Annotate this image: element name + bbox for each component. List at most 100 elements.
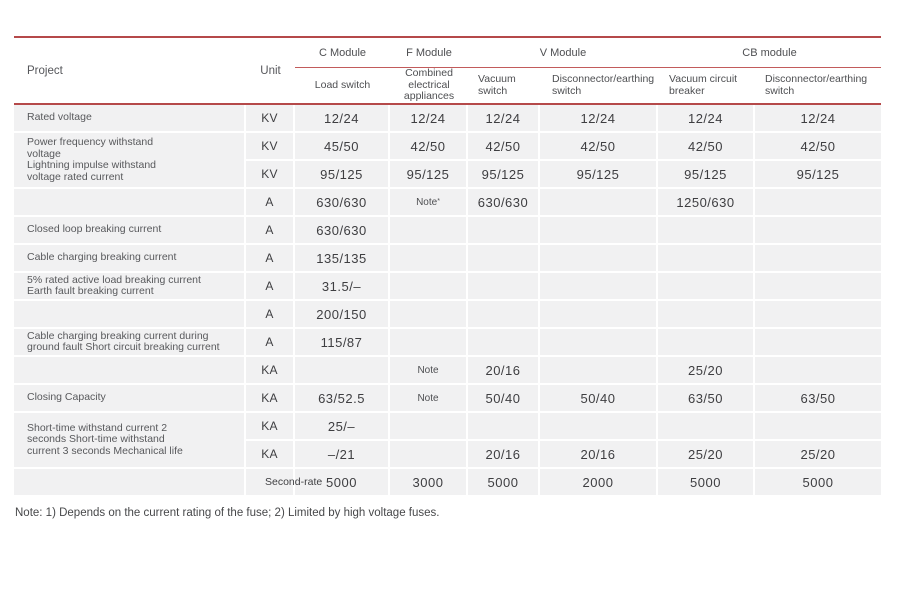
value-cell: 95/125 [390,161,466,187]
col-header-combined-electrical-appliances: Combined electrical appliances [403,67,455,103]
value-cell: 42/50 [755,133,881,159]
value-cell: 42/50 [468,133,538,159]
row-label: Closed loop breaking current [14,217,244,243]
value-cell [755,273,881,299]
row-label: Cable charging breaking current during g… [14,329,244,355]
value-cell: 25/20 [755,441,881,467]
unit-cell: A [246,273,293,299]
value-cell: 25/– [295,413,388,439]
value-cell: 42/50 [540,133,656,159]
value-cell [658,301,753,327]
value-cell: 95/125 [658,161,753,187]
value-cell: 45/50 [295,133,388,159]
value-cell [755,245,881,271]
unit-cell: A [246,329,293,355]
page: { "colors": { "rule_red": "#b5494a", "ru… [0,36,897,605]
unit-cell: KA [246,441,293,467]
col-group-f-module: F Module [406,46,452,59]
value-cell: 12/24 [658,105,753,131]
unit-cell: A [246,189,293,215]
row-label [14,469,244,495]
col-header-vacuum-switch: Vacuum switch [478,73,516,97]
value-cell: 50/40 [468,385,538,411]
value-cell: 95/125 [468,161,538,187]
value-cell [468,273,538,299]
col-header-project: Project [27,64,63,77]
value-cell [540,301,656,327]
value-cell [540,217,656,243]
value-cell [540,273,656,299]
value-cell: 31.5/– [295,273,388,299]
row-label: Rated voltage [14,105,244,131]
row-label: Short-time withstand current 2 seconds S… [14,413,244,467]
value-cell: 5000 [295,469,388,495]
value-cell: 63/50 [658,385,753,411]
spec-table: Project Unit C Module F Module V Module … [14,36,881,519]
value-cell: 95/125 [755,161,881,187]
unit-cell: KV [246,105,293,131]
value-cell: 12/24 [755,105,881,131]
unit-cell: KA [246,357,293,383]
value-cell: Note [390,357,466,383]
value-cell [540,413,656,439]
header-bottom-rule [14,103,881,105]
col-header-vacuum-circuit-breaker: Vacuum circuit breaker [669,73,738,97]
value-cell: Note [390,385,466,411]
col-header-cb-disconnector-earthing-switch: Disconnector/earthing switch [765,73,868,97]
value-cell: 5000 [468,469,538,495]
value-cell [755,217,881,243]
footnote: Note: 1) Depends on the current rating o… [15,507,440,519]
value-cell: 1250/630 [658,189,753,215]
value-cell [755,301,881,327]
value-cell: 630/630 [468,189,538,215]
row-label: 5% rated active load breaking current Ea… [14,273,244,299]
unit-cell: KV [246,161,293,187]
value-cell: –/21 [295,441,388,467]
value-cell: 630/630 [295,189,388,215]
unit-cell: KV [246,133,293,159]
value-cell: 5000 [755,469,881,495]
value-cell [755,413,881,439]
value-cell: 25/20 [658,357,753,383]
row-label [14,301,244,327]
unit-cell: KA [246,413,293,439]
value-cell [540,329,656,355]
value-cell: Note * [390,189,466,215]
table-top-rule [14,36,881,38]
module-group-row: C Module F Module V Module CB module [295,38,881,68]
value-cell [390,441,466,467]
value-cell [755,357,881,383]
value-cell [468,329,538,355]
unit-cell: A [246,217,293,243]
value-cell: 63/52.5 [295,385,388,411]
value-cell [390,301,466,327]
value-cell: 3000 [390,469,466,495]
col-group-v-module: V Module [539,46,587,59]
value-cell: 12/24 [390,105,466,131]
unit-cell: Second-rate [246,469,322,495]
unit-cell: KA [246,385,293,411]
unit-cell: A [246,301,293,327]
value-cell [390,245,466,271]
col-header-load-switch: Load switch [314,78,371,91]
value-cell [390,329,466,355]
value-cell: 25/20 [658,441,753,467]
value-cell: 200/150 [295,301,388,327]
col-group-cb-module: CB module [742,46,797,59]
value-cell: 42/50 [390,133,466,159]
value-cell: 135/135 [295,245,388,271]
value-cell [658,329,753,355]
value-cell: 115/87 [295,329,388,355]
value-cell [468,245,538,271]
note-ref: Note [416,196,438,208]
value-cell [755,189,881,215]
module-header-block: C Module F Module V Module CB module Loa… [295,38,881,103]
value-cell [540,357,656,383]
value-cell [658,413,753,439]
col-header-v-disconnector-earthing-switch: Disconnector/earthing switch [552,73,655,97]
value-cell: 2000 [540,469,656,495]
value-cell [658,217,753,243]
value-cell: 20/16 [468,357,538,383]
row-label: Cable charging breaking current [14,245,244,271]
value-cell: 95/125 [540,161,656,187]
